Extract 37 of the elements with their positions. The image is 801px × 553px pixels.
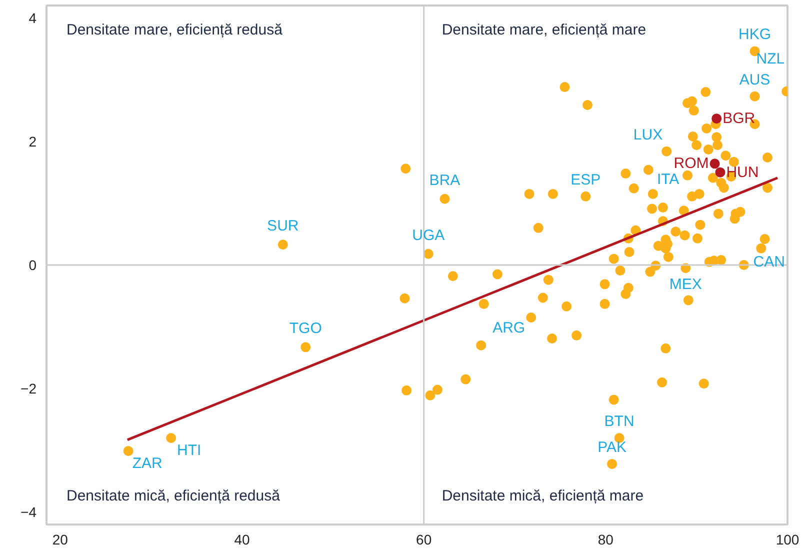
x-tick-label: 20 (52, 532, 68, 548)
annotation: TGO (289, 320, 322, 338)
point (715, 167, 726, 178)
annotation: BRA (429, 172, 460, 189)
annotation: ESP (570, 171, 601, 188)
annotation: PAK (598, 438, 626, 456)
annotation: ARG (492, 320, 526, 337)
y-tick-label: 0 (28, 257, 37, 273)
y-tick-label: −4 (20, 504, 37, 520)
y-tick-label: −2 (20, 380, 37, 397)
annotation: UGA (412, 226, 445, 244)
annotation: HTI (177, 442, 202, 459)
annotation: ZAR (132, 454, 162, 472)
y-tick-label: 2 (28, 133, 37, 150)
annotation: MEX (669, 276, 702, 294)
x-tick-label: 80 (598, 532, 614, 548)
annotation: CAN (753, 253, 785, 270)
point (712, 114, 722, 124)
annotation: Densitate mică, eficiență redusă (66, 488, 281, 504)
annotation: ITA (656, 170, 680, 188)
x-tick-label: 60 (416, 532, 432, 548)
annotation: HUN (726, 164, 759, 181)
annotation: AUS (739, 71, 770, 88)
annotation: BTN (604, 413, 634, 430)
y-tick-label: 4 (28, 10, 37, 26)
annotation: ROM (674, 155, 709, 172)
annotation: SUR (267, 218, 299, 235)
annotation: BGR (722, 110, 756, 128)
annotation: Densitate mare, eficiență mare (442, 22, 646, 38)
annotation: NZL (756, 50, 785, 68)
x-tick-label: 100 (776, 532, 800, 548)
point (710, 158, 720, 169)
annotation: LUX (633, 126, 663, 144)
x-tick-label: 40 (234, 532, 250, 548)
annotation: Densitate mare, eficiență redusă (66, 22, 284, 38)
annotation: Densitate mică, eficiență mare (442, 488, 644, 504)
annotation: HKG (738, 26, 772, 44)
